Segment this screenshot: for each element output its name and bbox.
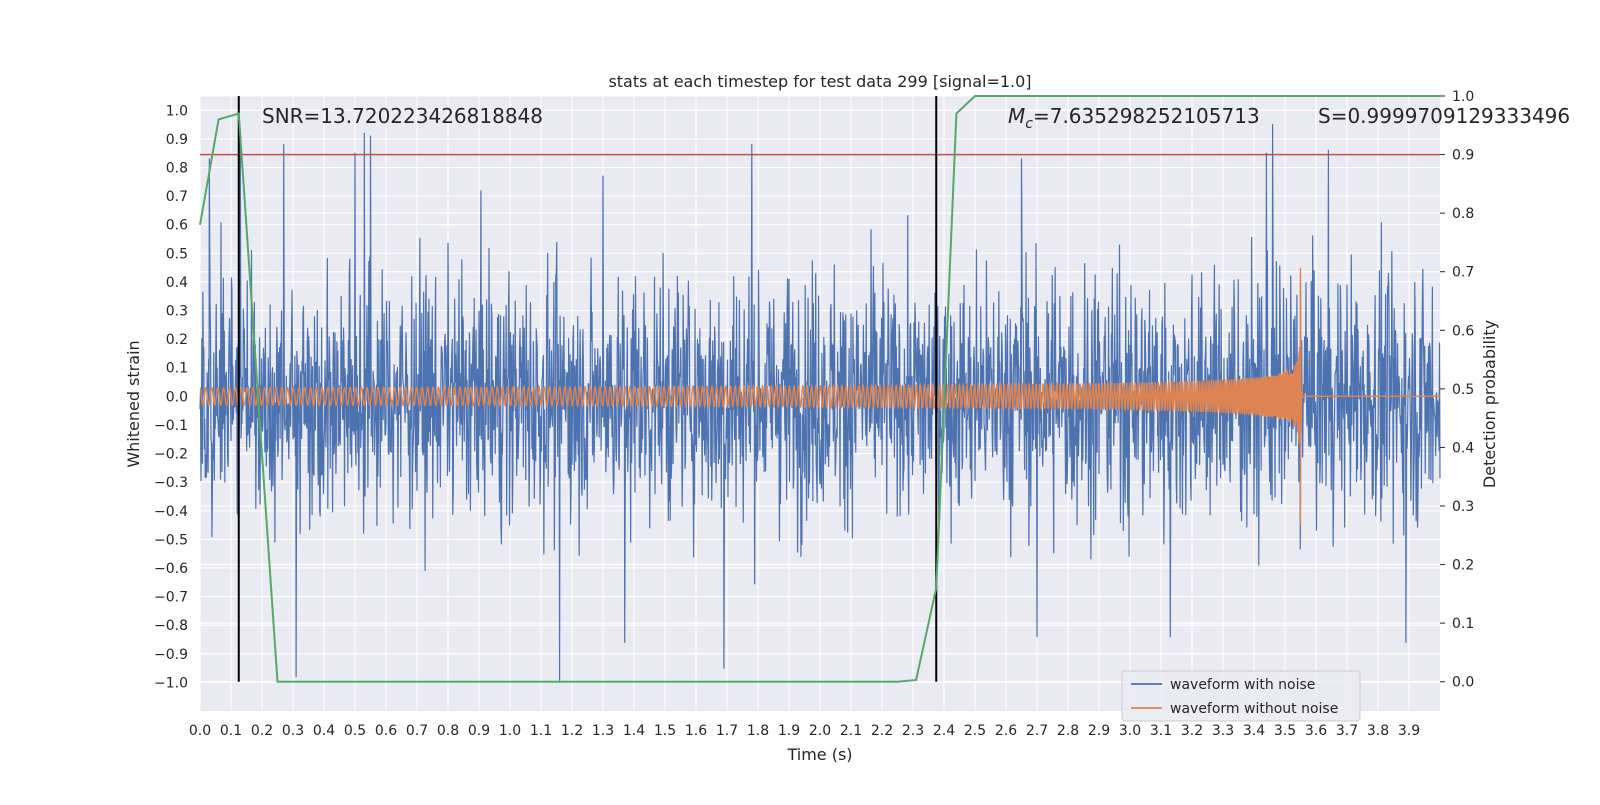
x-tick-label: 0.7 bbox=[406, 723, 428, 739]
x-axis-label: Time (s) bbox=[786, 745, 852, 764]
legend-label-noisy: waveform with noise bbox=[1170, 677, 1315, 693]
right-y-tick-label: 0.6 bbox=[1452, 323, 1474, 339]
chirp-mass-symbol: M bbox=[1008, 104, 1025, 128]
y-tick-label: −0.5 bbox=[154, 532, 188, 548]
y-tick-label: 0.0 bbox=[166, 389, 188, 405]
y-tick-label: 0.2 bbox=[166, 332, 188, 348]
x-tick-label: 3.1 bbox=[1150, 723, 1172, 739]
right-y-tick-label: 0.1 bbox=[1452, 616, 1474, 632]
y-tick-label: 0.8 bbox=[166, 161, 188, 177]
x-tick-label: 0.1 bbox=[220, 723, 242, 739]
x-tick-label: 1.3 bbox=[592, 723, 614, 739]
x-tick-label: 2.5 bbox=[964, 723, 986, 739]
legend-label-clean: waveform without noise bbox=[1170, 701, 1338, 717]
right-y-tick-label: 1.0 bbox=[1452, 89, 1474, 105]
y-tick-label: 0.7 bbox=[166, 189, 188, 205]
y-tick-label: −0.1 bbox=[154, 418, 188, 434]
x-tick-label: 1.7 bbox=[716, 723, 738, 739]
x-tick-label: 3.9 bbox=[1398, 723, 1420, 739]
y-tick-label: 0.1 bbox=[166, 361, 188, 377]
x-tick-label: 2.7 bbox=[1026, 723, 1048, 739]
chirp-mass-annotation: Mc=7.635298252105713 bbox=[1008, 104, 1260, 132]
x-tick-label: 1.1 bbox=[530, 723, 552, 739]
x-tick-label: 1.5 bbox=[654, 723, 676, 739]
right-y-tick-label: 0.9 bbox=[1452, 148, 1474, 164]
x-tick-label: 2.0 bbox=[809, 723, 831, 739]
x-tick-label: 3.0 bbox=[1119, 723, 1141, 739]
x-tick-label: 1.6 bbox=[685, 723, 707, 739]
y-tick-label: 0.5 bbox=[166, 246, 188, 262]
right-y-tick-label: 0.3 bbox=[1452, 499, 1474, 515]
probability-series bbox=[199, 95, 1440, 683]
x-tick-label: 0.2 bbox=[251, 723, 273, 739]
y-tick-label: 0.4 bbox=[166, 275, 188, 291]
snr-annotation: SNR=13.720223426818848 bbox=[262, 104, 543, 128]
y-tick-label: −1.0 bbox=[154, 675, 188, 691]
noisy-waveform-line bbox=[199, 124, 1441, 683]
legend: waveform with noise waveform without noi… bbox=[1121, 670, 1361, 722]
x-tick-label: 1.0 bbox=[499, 723, 521, 739]
x-tick-label: 0.5 bbox=[344, 723, 366, 739]
x-tick-label: 3.8 bbox=[1367, 723, 1389, 739]
y-axis-label: Whitened strain bbox=[124, 340, 143, 467]
right-y-tick-label: 0.8 bbox=[1452, 206, 1474, 222]
y-tick-label: −0.4 bbox=[154, 504, 188, 520]
y-tick-label: 0.6 bbox=[166, 218, 188, 234]
chirp-mass-value: =7.635298252105713 bbox=[1033, 104, 1260, 128]
x-tick-label: 1.4 bbox=[623, 723, 645, 739]
y-tick-label: 0.9 bbox=[166, 132, 188, 148]
legend-box bbox=[1121, 670, 1361, 722]
right-y-tick-label: 0.4 bbox=[1452, 440, 1474, 456]
y-tick-label: −0.2 bbox=[154, 447, 188, 463]
y-tick-label: 0.3 bbox=[166, 304, 188, 320]
y-tick-labels: 1.0 0.9 0.8 0.7 0.6 0.5 0.4 0.3 0.2 0.1 0.0 −0.1 −0.… bbox=[154, 103, 188, 691]
right-y-tick-labels: 1.0 0.9 0.8 0.7 0.6 0.5 0.4 0.3 0.2 0.1 0.0 bbox=[1440, 89, 1474, 691]
chirp-mass-subscript: c bbox=[1025, 116, 1033, 132]
x-tick-label: 0.6 bbox=[375, 723, 397, 739]
x-tick-label: 3.3 bbox=[1212, 723, 1234, 739]
x-tick-label: 2.9 bbox=[1088, 723, 1110, 739]
y-tick-label: −0.3 bbox=[154, 475, 188, 491]
x-tick-label: 0.0 bbox=[189, 723, 211, 739]
x-tick-label: 3.7 bbox=[1336, 723, 1358, 739]
x-tick-label: 0.3 bbox=[282, 723, 304, 739]
x-tick-label: 2.6 bbox=[995, 723, 1017, 739]
x-tick-label: 3.5 bbox=[1274, 723, 1296, 739]
x-tick-label: 2.4 bbox=[933, 723, 955, 739]
x-tick-label: 1.8 bbox=[747, 723, 769, 739]
y-tick-label: −0.7 bbox=[154, 590, 188, 606]
y-tick-label: −0.9 bbox=[154, 647, 188, 663]
s-annotation: S=0.9999709129333496 bbox=[1318, 104, 1570, 128]
right-y-tick-label: 0.7 bbox=[1452, 265, 1474, 281]
right-y-tick-label: 0.5 bbox=[1452, 382, 1474, 398]
noisy-series bbox=[199, 124, 1441, 683]
x-tick-label: 2.8 bbox=[1057, 723, 1079, 739]
y-tick-label: −0.8 bbox=[154, 618, 188, 634]
clean-waveform-line bbox=[199, 267, 1440, 444]
x-tick-label: 1.9 bbox=[778, 723, 800, 739]
chart-title: stats at each timestep for test data 299… bbox=[608, 72, 1031, 91]
x-tick-label: 3.4 bbox=[1243, 723, 1265, 739]
right-y-tick-label: 0.2 bbox=[1452, 558, 1474, 574]
x-tick-label: 2.2 bbox=[871, 723, 893, 739]
right-y-tick-label: 0.0 bbox=[1452, 675, 1474, 691]
probability-line bbox=[199, 95, 1440, 683]
x-tick-label: 3.2 bbox=[1181, 723, 1203, 739]
x-tick-label: 2.1 bbox=[840, 723, 862, 739]
clean-series bbox=[199, 267, 1440, 526]
x-tick-labels: 0.0 0.1 0.2 0.3 0.4 0.5 0.6 0.7 0.8 0.9 1.0 1.1 1.2 1… bbox=[189, 723, 1420, 739]
x-tick-label: 1.2 bbox=[561, 723, 583, 739]
x-tick-label: 0.9 bbox=[468, 723, 490, 739]
x-tick-label: 2.3 bbox=[902, 723, 924, 739]
x-tick-label: 3.6 bbox=[1305, 723, 1327, 739]
x-tick-label: 0.4 bbox=[313, 723, 335, 739]
y-tick-label: −0.6 bbox=[154, 561, 188, 577]
right-y-axis-label: Detection probability bbox=[1480, 320, 1499, 488]
x-tick-label: 0.8 bbox=[437, 723, 459, 739]
y-tick-label: 1.0 bbox=[166, 103, 188, 119]
